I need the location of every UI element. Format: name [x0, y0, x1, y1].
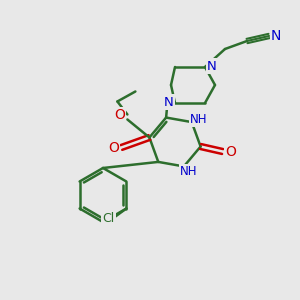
Text: Cl: Cl	[102, 212, 115, 225]
Text: NH: NH	[180, 165, 198, 178]
Text: O: O	[114, 109, 125, 122]
Text: N: N	[271, 29, 281, 43]
Text: NH: NH	[190, 112, 208, 126]
Text: O: O	[108, 142, 119, 155]
Text: N: N	[164, 95, 174, 109]
Text: N: N	[207, 59, 217, 73]
Text: O: O	[225, 145, 236, 158]
